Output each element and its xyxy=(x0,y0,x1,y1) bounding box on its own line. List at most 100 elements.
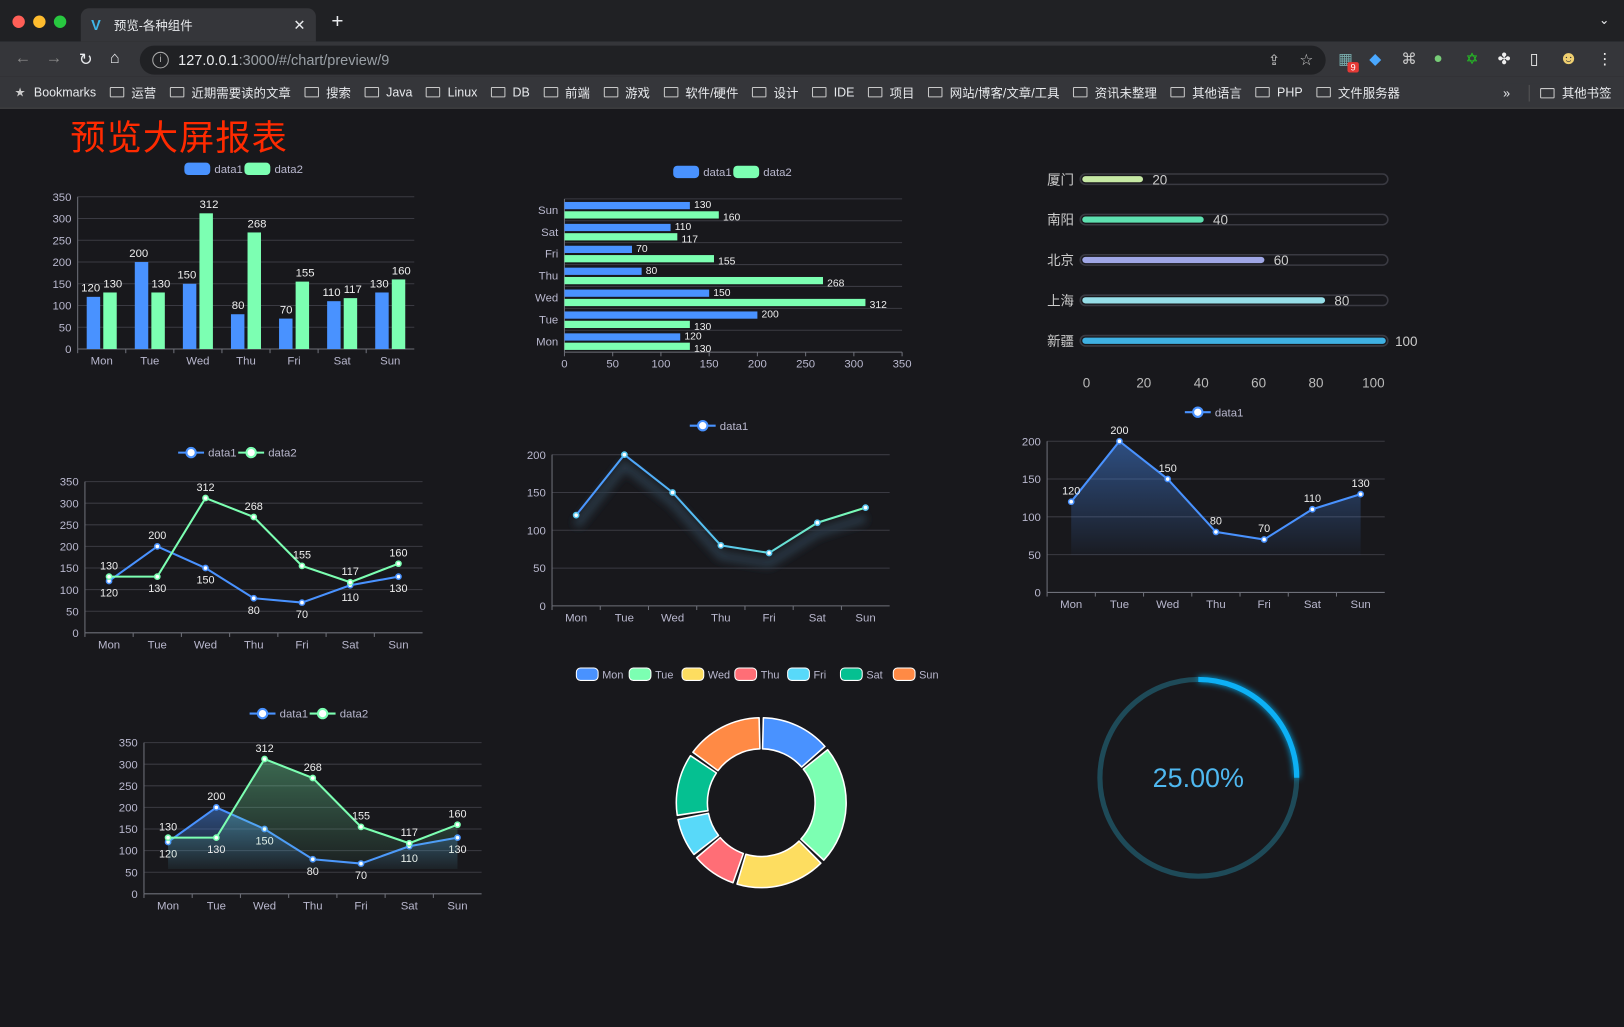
maximize-window-button[interactable] xyxy=(53,15,67,28)
data-point[interactable] xyxy=(250,513,258,521)
bookmark-folder[interactable]: 软件/硬件 xyxy=(663,83,738,101)
legend-item-Sat[interactable]: Sat xyxy=(839,667,883,681)
bar-data2[interactable] xyxy=(564,298,866,307)
data-point[interactable] xyxy=(813,519,821,527)
legend-item-data2[interactable]: data2 xyxy=(244,162,303,176)
bookmark-folder[interactable]: 项目 xyxy=(867,83,915,101)
tab-search-chevron-icon[interactable]: ⌄ xyxy=(1599,12,1610,27)
bar-data2[interactable] xyxy=(391,279,406,350)
data-point[interactable] xyxy=(212,834,220,842)
data-point[interactable] xyxy=(572,511,580,519)
diamond-extension-icon[interactable]: ◆ xyxy=(1369,50,1382,69)
legend-item-data1[interactable]: data1 xyxy=(1184,406,1244,419)
data-point[interactable] xyxy=(153,543,161,550)
bookmark-folder[interactable]: 资讯未整理 xyxy=(1072,83,1157,101)
bar-data2[interactable] xyxy=(564,276,823,285)
legend-item-data2[interactable]: data2 xyxy=(309,707,369,721)
address-bar[interactable]: i 127.0.0.1:3000/#/chart/preview/9 ⇪ ☆ xyxy=(139,45,1326,75)
bookmark-folder[interactable]: 前端 xyxy=(543,83,590,101)
legend-item-Fri[interactable]: Fri xyxy=(787,667,827,681)
data-point[interactable] xyxy=(298,562,306,570)
data-point[interactable] xyxy=(1260,536,1268,543)
bookmark-folder[interactable]: IDE xyxy=(811,83,854,101)
pie-slice-Sat[interactable] xyxy=(675,754,718,817)
bar-data1[interactable] xyxy=(230,314,245,350)
side-panel-icon[interactable]: ▯ xyxy=(1529,50,1539,69)
legend-item-data1[interactable]: data1 xyxy=(673,165,732,179)
legend-item-data1[interactable]: data1 xyxy=(689,419,749,433)
legend-item-data1[interactable]: data1 xyxy=(178,446,237,460)
data-point[interactable] xyxy=(1212,528,1220,536)
bar-data1[interactable] xyxy=(564,289,710,297)
bar-data1[interactable] xyxy=(564,267,642,275)
data-point[interactable] xyxy=(212,804,220,811)
bar-data2[interactable] xyxy=(199,213,213,350)
bookmark-folder[interactable]: Linux xyxy=(425,83,477,101)
data-point[interactable] xyxy=(1309,505,1316,513)
menu-kebab-icon[interactable]: ⋮ xyxy=(1597,50,1613,69)
data-point[interactable] xyxy=(1357,490,1364,498)
forward-arrow-icon[interactable]: → xyxy=(45,49,63,68)
data-point[interactable] xyxy=(454,821,461,829)
legend-item-data2[interactable]: data2 xyxy=(238,446,297,460)
bar-data1[interactable] xyxy=(564,311,758,319)
data-point[interactable] xyxy=(309,774,317,782)
data-point[interactable] xyxy=(669,489,676,496)
share-icon[interactable]: ⇪ xyxy=(1267,51,1281,68)
bar-data2[interactable] xyxy=(564,342,690,350)
bar-data1[interactable] xyxy=(375,292,389,350)
data-point[interactable] xyxy=(717,542,725,549)
bookmark-folder[interactable]: 网站/博客/文章/工具 xyxy=(927,83,1060,101)
bookmark-folder[interactable]: 设计 xyxy=(751,83,798,101)
site-info-icon[interactable]: i xyxy=(152,51,169,69)
bar-data2[interactable] xyxy=(564,255,714,263)
legend-item-data1[interactable]: data1 xyxy=(249,707,309,721)
home-icon[interactable]: ⌂ xyxy=(109,49,120,68)
bar-data2[interactable] xyxy=(103,292,117,350)
bookmark-folder[interactable]: 近期需要读的文章 xyxy=(169,83,291,101)
new-tab-button[interactable]: + xyxy=(331,10,344,34)
bookmark-folder[interactable]: 运营 xyxy=(109,83,156,101)
bookmark-folder[interactable]: DB xyxy=(490,83,530,101)
close-window-button[interactable] xyxy=(12,15,25,28)
data-point[interactable] xyxy=(261,755,268,763)
bar-data2[interactable] xyxy=(295,281,310,350)
bookmark-folder[interactable]: PHP xyxy=(1255,83,1303,101)
data-point[interactable] xyxy=(1164,475,1172,483)
pie-slice-Thu[interactable] xyxy=(695,836,745,884)
bar-data1[interactable] xyxy=(86,296,101,350)
data-point[interactable] xyxy=(405,839,413,847)
bar-data2[interactable] xyxy=(247,232,261,350)
data-point[interactable] xyxy=(1116,437,1123,445)
legend-item-data1[interactable]: data1 xyxy=(184,162,243,176)
command-extension-icon[interactable]: ⌘ xyxy=(1401,50,1417,69)
data-point[interactable] xyxy=(765,549,773,557)
minimize-window-button[interactable] xyxy=(33,15,46,28)
close-tab-icon[interactable]: ✕ xyxy=(293,16,306,33)
bar-data1[interactable] xyxy=(134,262,149,350)
pie-slice-Tue[interactable] xyxy=(800,748,847,861)
green-dot-extension-icon[interactable]: ● xyxy=(1433,49,1443,68)
legend-item-Tue[interactable]: Tue xyxy=(628,667,673,681)
bar-data1[interactable] xyxy=(182,283,197,350)
bar-data1[interactable] xyxy=(564,223,671,232)
pie-slice-Sun[interactable] xyxy=(692,716,761,772)
legend-item-data2[interactable]: data2 xyxy=(733,165,792,179)
bar-data1[interactable] xyxy=(564,245,632,254)
bar-data2[interactable] xyxy=(151,292,165,350)
bar-data2[interactable] xyxy=(564,211,719,219)
star-extension-icon[interactable]: ✡ xyxy=(1465,50,1479,69)
bookmark-folder[interactable]: 游戏 xyxy=(603,83,650,101)
data-point[interactable] xyxy=(202,494,209,502)
pie-slice-Wed[interactable] xyxy=(736,840,822,889)
pie-slice-Fri[interactable] xyxy=(677,812,720,856)
bookmarks-button[interactable]: ★ Bookmarks xyxy=(14,85,96,99)
bookmark-star-icon[interactable]: ☆ xyxy=(1299,51,1314,70)
bar-data1[interactable] xyxy=(564,333,681,341)
legend-item-Wed[interactable]: Wed xyxy=(681,667,730,681)
data-point[interactable] xyxy=(202,564,209,572)
bookmark-folder[interactable]: 其他语言 xyxy=(1170,83,1242,101)
data-point[interactable] xyxy=(1067,498,1075,506)
bookmark-folder-other[interactable]: 其他书签 xyxy=(1540,84,1612,102)
data-point[interactable] xyxy=(346,578,354,586)
